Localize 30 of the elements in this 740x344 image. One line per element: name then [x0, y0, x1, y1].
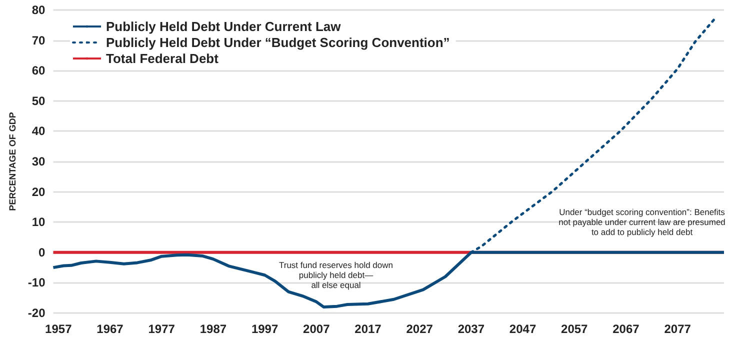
legend-label: Total Federal Debt	[106, 51, 220, 66]
y-tick-label: 20	[32, 184, 46, 199]
x-tick-label: 1997	[251, 322, 278, 336]
annotation: Under “budget scoring convention”: Benefits not payable under current law are presumed to add to publicly held debt	[558, 207, 726, 237]
x-tick-label: 1967	[96, 322, 124, 336]
x-tick-label: 2067	[612, 322, 640, 336]
x-tick-label: 2007	[303, 322, 330, 336]
legend-label: Publicly Held Debt Under “Budget Scoring Convention”	[106, 35, 450, 50]
x-tick-label: 2037	[458, 322, 485, 336]
x-tick-label: 2017	[354, 322, 382, 336]
annotation: Trust fund reserves hold down publicly held debt— all else equal	[278, 260, 394, 290]
y-axis-title: PERCENTAGE OF GDP	[8, 112, 18, 211]
y-tick-label: 10	[32, 215, 46, 230]
y-tick-label: 50	[32, 94, 46, 108]
x-tick-label: 1977	[148, 322, 176, 336]
x-tick-label: 2077	[664, 322, 692, 336]
y-tick-label: -10	[28, 276, 46, 290]
y-tick-label: 30	[32, 154, 46, 168]
y-tick-label: 40	[32, 124, 46, 138]
y-tick-label: 0	[38, 245, 46, 260]
y-tick-label: 60	[32, 64, 46, 78]
x-tick-label: 2027	[406, 322, 434, 336]
y-tick-label: 70	[32, 33, 46, 48]
x-tick-label: 1987	[200, 322, 227, 336]
y-tick-label: -20	[28, 306, 46, 320]
x-tick-label: 2057	[561, 322, 588, 336]
x-tick-label: 1957	[45, 322, 72, 336]
x-tick-label: 2047	[509, 322, 536, 336]
legend-label: Publicly Held Debt Under Current Law	[106, 19, 342, 34]
y-tick-label: 80	[32, 3, 46, 17]
